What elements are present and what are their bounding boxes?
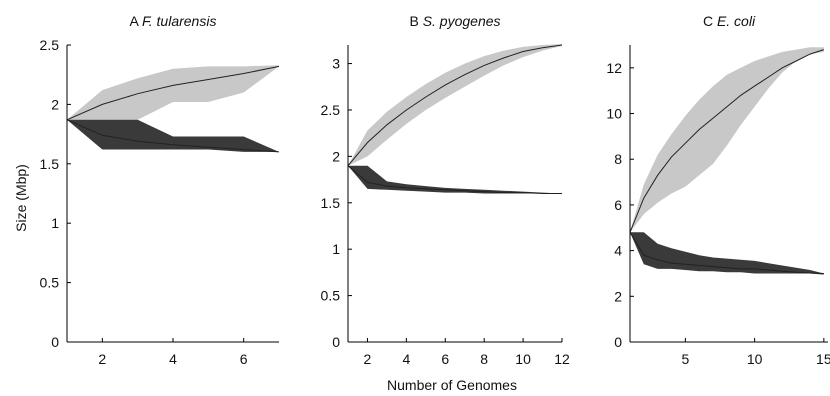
x-tick-label: 10 bbox=[747, 351, 763, 367]
mean-line-upper-panel-a bbox=[66, 65, 280, 121]
y-tick-label: 1.5 bbox=[321, 195, 341, 211]
x-tick-label: 6 bbox=[441, 351, 449, 367]
panel-organism: S. pyogenes bbox=[423, 13, 501, 29]
y-tick-label: 0 bbox=[332, 334, 340, 350]
x-tick-label: 6 bbox=[240, 351, 248, 367]
y-tick-label: 0 bbox=[614, 334, 622, 350]
mean-line-upper-panel-c bbox=[629, 49, 824, 233]
panel-letter: A bbox=[130, 13, 142, 29]
y-tick-label: 0 bbox=[51, 334, 59, 350]
y-tick-label: 12 bbox=[606, 60, 622, 76]
band-lower-panel-a bbox=[67, 119, 279, 152]
panel-title: C E. coli bbox=[703, 13, 756, 29]
y-tick-label: 2 bbox=[51, 96, 59, 112]
panel-letter: B bbox=[409, 13, 422, 29]
y-tick-label: 8 bbox=[614, 151, 622, 167]
y-tick-label: 3 bbox=[332, 56, 340, 72]
panel-organism: F. tularensis bbox=[142, 13, 216, 29]
y-tick-label: 1.5 bbox=[40, 156, 60, 172]
mean-line-upper-panel-b bbox=[347, 44, 563, 167]
band-upper-panel-c bbox=[630, 47, 824, 233]
x-tick-label: 15 bbox=[816, 351, 830, 367]
x-tick-label: 4 bbox=[402, 351, 410, 367]
y-tick-label: 1 bbox=[51, 215, 59, 231]
y-tick-label: 0.5 bbox=[321, 288, 341, 304]
panel-letter: C bbox=[703, 13, 717, 29]
panels-group: 0 0.5 1 1.5 2 2.5 2 4 6 A F. tularensis 0 0.5 1 1.5 2 2… bbox=[40, 13, 830, 367]
y-axis-label: Size (Mbp) bbox=[13, 164, 29, 232]
y-tick-label: 1 bbox=[332, 241, 340, 257]
x-tick-label: 2 bbox=[98, 351, 106, 367]
band-upper-panel-b bbox=[348, 44, 562, 166]
panel-title: B S. pyogenes bbox=[409, 13, 500, 29]
panel-c: 0 2 4 6 8 10 12 5 10 15 C E. coli bbox=[606, 13, 830, 367]
y-tick-label: 0.5 bbox=[40, 275, 60, 291]
band-upper-panel-a bbox=[67, 65, 279, 120]
panel-a: 0 0.5 1 1.5 2 2.5 2 4 6 A F. tularensis bbox=[40, 13, 280, 367]
y-tick-label: 10 bbox=[606, 106, 622, 122]
x-tick-label: 12 bbox=[554, 351, 570, 367]
band-lower-panel-b bbox=[348, 165, 562, 194]
x-tick-label: 5 bbox=[681, 351, 689, 367]
mean-line-lower-panel-c bbox=[629, 232, 824, 274]
y-tick-label: 2.5 bbox=[40, 37, 60, 53]
mean-line-lower-panel-a bbox=[66, 119, 280, 153]
y-tick-label: 2 bbox=[614, 288, 622, 304]
y-tick-label: 4 bbox=[614, 243, 622, 259]
mean-line-lower-panel-b bbox=[347, 165, 562, 194]
x-axis-label: Number of Genomes bbox=[387, 377, 517, 393]
x-tick-label: 2 bbox=[364, 351, 372, 367]
y-tick-label: 6 bbox=[614, 197, 622, 213]
panel-b: 0 0.5 1 1.5 2 2.5 3 2 4 6 8 10 12 B S. pyogenes bbox=[321, 13, 570, 367]
x-tick-label: 10 bbox=[515, 351, 531, 367]
x-tick-label: 4 bbox=[169, 351, 177, 367]
panel-title: A F. tularensis bbox=[130, 13, 217, 29]
y-tick-label: 2.5 bbox=[321, 102, 341, 118]
y-tick-label: 2 bbox=[332, 148, 340, 164]
x-tick-label: 8 bbox=[480, 351, 488, 367]
panel-organism: E. coli bbox=[717, 13, 756, 29]
